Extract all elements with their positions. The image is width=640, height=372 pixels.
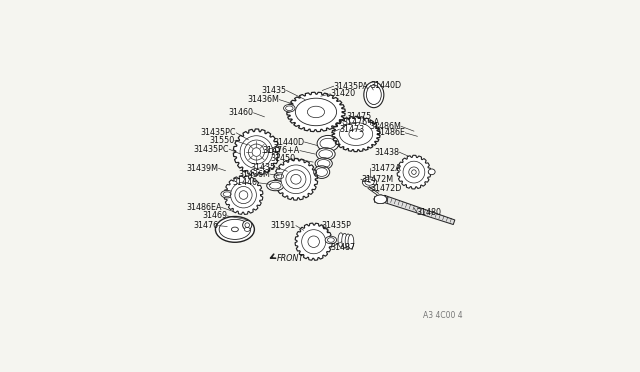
- Ellipse shape: [364, 82, 384, 108]
- Ellipse shape: [316, 148, 335, 160]
- Text: 31436M: 31436M: [248, 95, 279, 104]
- Ellipse shape: [428, 169, 435, 175]
- Text: 31487: 31487: [331, 243, 356, 252]
- Text: 31486M: 31486M: [369, 122, 401, 131]
- Ellipse shape: [248, 144, 264, 160]
- Ellipse shape: [308, 236, 319, 247]
- Ellipse shape: [345, 234, 351, 248]
- Text: 31476+A: 31476+A: [343, 118, 380, 127]
- Ellipse shape: [240, 136, 273, 169]
- Ellipse shape: [244, 227, 250, 231]
- Polygon shape: [224, 176, 263, 214]
- Ellipse shape: [232, 227, 238, 232]
- Ellipse shape: [286, 170, 306, 189]
- Text: 31486EA: 31486EA: [186, 203, 221, 212]
- Text: 31476+A: 31476+A: [262, 146, 300, 155]
- Ellipse shape: [338, 233, 344, 247]
- Text: 31435PA: 31435PA: [333, 82, 369, 91]
- Text: 31435: 31435: [251, 163, 276, 172]
- Text: 31435PC: 31435PC: [194, 145, 229, 154]
- Ellipse shape: [266, 147, 276, 154]
- Text: 31480: 31480: [417, 208, 442, 217]
- Polygon shape: [332, 116, 380, 152]
- Text: 31486E: 31486E: [375, 128, 405, 137]
- Ellipse shape: [235, 186, 252, 203]
- Polygon shape: [383, 195, 455, 225]
- Text: 31450: 31450: [270, 154, 295, 163]
- Ellipse shape: [244, 140, 268, 164]
- Text: 31473: 31473: [339, 125, 365, 134]
- Ellipse shape: [221, 190, 234, 198]
- Polygon shape: [397, 155, 431, 189]
- Ellipse shape: [349, 129, 364, 139]
- Ellipse shape: [274, 173, 285, 180]
- Ellipse shape: [362, 177, 377, 187]
- Ellipse shape: [342, 233, 348, 248]
- Polygon shape: [234, 129, 280, 175]
- Text: 31440D: 31440D: [273, 138, 305, 147]
- Ellipse shape: [348, 235, 354, 249]
- Text: 31435P: 31435P: [322, 221, 351, 230]
- Text: 31476: 31476: [193, 221, 219, 230]
- Polygon shape: [287, 92, 345, 132]
- Text: FRONT: FRONT: [276, 254, 304, 263]
- Text: 31436M: 31436M: [238, 170, 270, 179]
- Ellipse shape: [301, 230, 326, 254]
- Ellipse shape: [315, 158, 332, 169]
- Ellipse shape: [230, 182, 257, 208]
- Text: 31420: 31420: [330, 89, 355, 99]
- Polygon shape: [295, 223, 332, 260]
- Text: 31472A: 31472A: [371, 164, 401, 173]
- Text: 31472M: 31472M: [361, 175, 393, 184]
- Text: 31440: 31440: [233, 178, 258, 187]
- Ellipse shape: [339, 122, 372, 145]
- Ellipse shape: [317, 135, 339, 151]
- Text: 31435PC: 31435PC: [201, 128, 236, 137]
- Text: 31591: 31591: [271, 221, 296, 230]
- Ellipse shape: [216, 217, 254, 242]
- Text: 31435: 31435: [261, 86, 287, 95]
- Ellipse shape: [307, 106, 324, 118]
- Polygon shape: [274, 158, 317, 200]
- Ellipse shape: [284, 105, 295, 112]
- Ellipse shape: [412, 170, 416, 174]
- Text: 31438: 31438: [374, 148, 399, 157]
- Ellipse shape: [239, 191, 248, 199]
- Ellipse shape: [314, 166, 330, 179]
- Ellipse shape: [295, 98, 337, 126]
- Text: 31439M: 31439M: [187, 164, 219, 173]
- Text: 31475: 31475: [347, 112, 372, 121]
- Text: 31550: 31550: [210, 136, 235, 145]
- Text: 31440D: 31440D: [371, 81, 401, 90]
- Ellipse shape: [243, 221, 252, 230]
- Ellipse shape: [281, 165, 311, 193]
- Ellipse shape: [267, 180, 284, 191]
- Ellipse shape: [374, 195, 387, 203]
- Ellipse shape: [374, 195, 387, 203]
- Text: 31460: 31460: [228, 108, 253, 117]
- Ellipse shape: [252, 148, 260, 156]
- Ellipse shape: [409, 167, 419, 177]
- Ellipse shape: [325, 236, 337, 244]
- Ellipse shape: [374, 195, 387, 203]
- Ellipse shape: [403, 161, 425, 183]
- Text: A3 4C00 4: A3 4C00 4: [423, 311, 463, 320]
- Text: 31469: 31469: [202, 211, 227, 221]
- Text: 31472D: 31472D: [371, 184, 402, 193]
- Ellipse shape: [291, 174, 301, 184]
